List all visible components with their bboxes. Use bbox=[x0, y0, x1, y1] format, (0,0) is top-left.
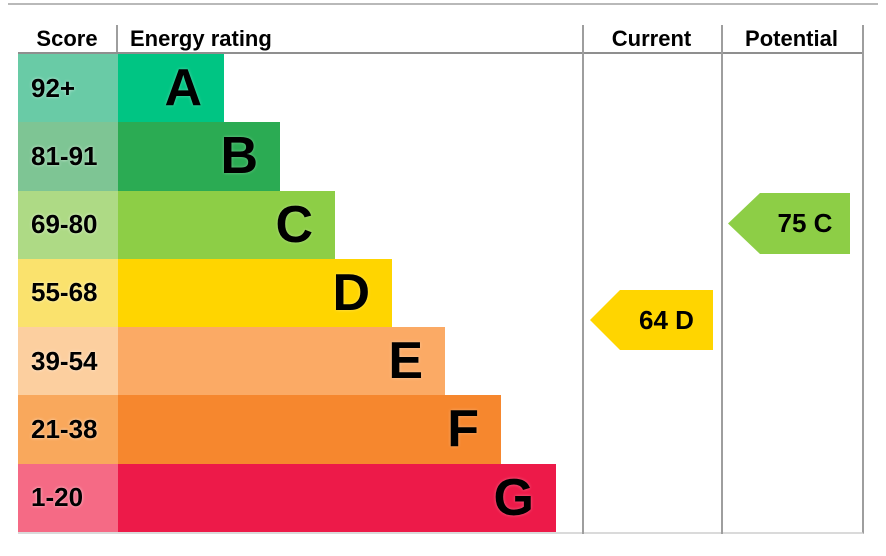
band-row-a: 92+ A bbox=[18, 54, 862, 123]
score-cell: 21-38 bbox=[18, 395, 118, 464]
band-row-f: 21-38 F bbox=[18, 395, 862, 464]
band-letter: G bbox=[493, 468, 534, 527]
band-bar: E bbox=[118, 327, 445, 396]
band-letter: E bbox=[388, 332, 423, 391]
band-letter: D bbox=[332, 263, 370, 322]
band-rows: 92+ A 81-91 B 69-80 C 55-68 D 39-54 bbox=[18, 54, 862, 532]
band-row-e: 39-54 E bbox=[18, 327, 862, 396]
current-column-header: Current bbox=[611, 26, 692, 51]
score-cell: 55-68 bbox=[18, 258, 118, 328]
band-letter: A bbox=[164, 59, 202, 118]
score-cell: 69-80 bbox=[18, 190, 118, 259]
current-arrow-label: 64 D bbox=[639, 304, 694, 335]
table-header: Score Energy rating Current Potential bbox=[18, 25, 862, 54]
band-letter: C bbox=[275, 195, 313, 254]
epc-table: Score Energy rating Current Potential 92… bbox=[18, 25, 864, 534]
top-frame-line bbox=[8, 3, 878, 5]
score-column-header: Score bbox=[18, 25, 118, 52]
current-arrow-shape bbox=[590, 290, 713, 350]
potential-arrow-label: 75 C bbox=[777, 208, 833, 238]
band-bar: D bbox=[118, 258, 392, 328]
potential-column-divider bbox=[721, 25, 723, 534]
potential-arrow: 75 C bbox=[728, 193, 850, 254]
band-bar: F bbox=[118, 395, 501, 464]
energy-rating-column-header: Energy rating bbox=[130, 26, 272, 51]
current-arrow: 64 D bbox=[590, 290, 713, 350]
band-letter: F bbox=[447, 400, 479, 459]
potential-column-header: Potential bbox=[745, 26, 838, 51]
score-cell: 1-20 bbox=[18, 463, 118, 532]
band-bar: B bbox=[118, 122, 280, 191]
score-cell: 81-91 bbox=[18, 122, 118, 191]
band-row-c: 69-80 C bbox=[18, 190, 862, 259]
score-cell: 92+ bbox=[18, 54, 118, 123]
band-row-b: 81-91 B bbox=[18, 122, 862, 191]
band-bar: C bbox=[118, 190, 335, 259]
current-column-divider bbox=[582, 25, 584, 534]
score-cell: 39-54 bbox=[18, 327, 118, 396]
band-row-d: 55-68 D bbox=[18, 258, 862, 328]
band-row-g: 1-20 G bbox=[18, 463, 862, 532]
band-bar: G bbox=[118, 463, 556, 532]
band-letter: B bbox=[220, 127, 258, 186]
band-bar: A bbox=[118, 54, 224, 123]
potential-arrow-shape bbox=[728, 193, 850, 254]
